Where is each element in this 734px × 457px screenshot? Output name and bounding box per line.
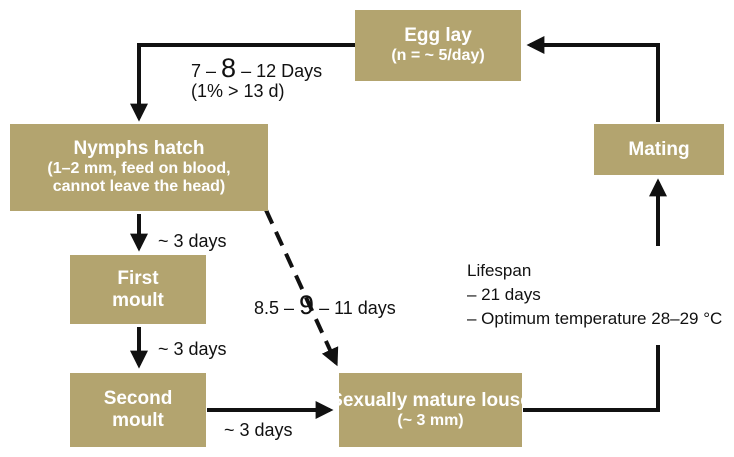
mature-louse-sub: (~ 3 mm) [397, 411, 464, 429]
nymphs-hatch-box: Nymphs hatch (1–2 mm, feed on blood, can… [10, 124, 268, 211]
lifespan-heading: Lifespan [467, 261, 532, 280]
egg-lay-box: Egg lay (n = ~ 5/day) [355, 10, 521, 81]
lifespan-note: Lifespan – 21 days – Optimum temperature… [467, 259, 722, 331]
mating-title: Mating [628, 138, 690, 160]
second-moult-box: Second moult [70, 373, 206, 447]
first-moult-line2: moult [112, 289, 164, 311]
mature-louse-title: Sexually mature louse [330, 389, 531, 411]
arrow-nymphs-to-mature-dashed [264, 209, 339, 367]
second-moult-line2: moult [112, 410, 164, 431]
egg-to-nymph-post: – 12 Days [236, 61, 323, 81]
mating-box: Mating [594, 124, 724, 175]
egg-to-nymph-typical: 8 [221, 53, 237, 83]
nymph-to-mature-duration: 8.5 – 9 – 11 days [254, 290, 396, 321]
first-moult-line1: First [117, 267, 159, 289]
nymph-to-first-moult-duration: ~ 3 days [158, 231, 227, 251]
egg-to-nymph-duration: 7 – 8 – 12 Days [191, 53, 322, 84]
egg-to-nymph-pre: 7 – [191, 61, 222, 81]
mature-louse-box: Sexually mature louse (~ 3 mm) [330, 373, 531, 447]
second-moult-to-mature-duration: ~ 3 days [224, 420, 293, 440]
arrow-mature-to-mating [523, 345, 660, 412]
first-moult-box: First moult [70, 255, 206, 324]
egg-to-nymph-note: (1% > 13 d) [191, 81, 285, 101]
nymphs-hatch-line2: (1–2 mm, feed on blood, [47, 160, 231, 178]
lifespan-days: – 21 days [467, 285, 541, 304]
second-moult-line1: Second [103, 388, 173, 410]
egg-lay-title: Egg lay [404, 25, 472, 47]
arrow-mating-to-egg [526, 36, 660, 122]
nymph-to-mature-pre: 8.5 – [254, 298, 300, 318]
first-to-second-moult-duration: ~ 3 days [158, 339, 227, 359]
nymphs-hatch-title: Nymphs hatch [73, 138, 205, 160]
arrow-egg-to-nymphs [130, 43, 355, 122]
nymphs-hatch-line3: cannot leave the head) [52, 178, 226, 196]
egg-lay-sub: (n = ~ 5/day) [391, 47, 485, 65]
nymph-to-mature-typical: 9 [299, 290, 315, 320]
nymph-to-mature-post: – 11 days [314, 298, 396, 318]
lifespan-temperature: – Optimum temperature 28–29 °C [467, 309, 723, 328]
